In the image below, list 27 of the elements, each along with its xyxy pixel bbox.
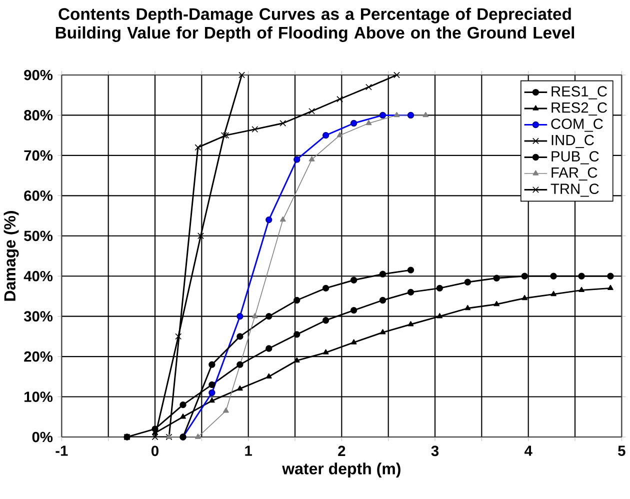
x-tick-label: 4 [524,446,532,456]
legend-label: FAR_C [552,167,598,181]
x-tick-label: 1 [245,446,252,456]
legend-label: TRN_C [550,184,599,197]
chart-title: Contents Depth-Damage Curves as a Percentage of Depreciated Building Value for Depth of Flooding Above on the Ground Level [56,8,574,42]
x-tick-label: 3 [431,446,439,456]
y-tick-label: 50% [24,230,53,242]
y-tick-label: 30% [24,311,53,322]
y-tick-label: 10% [24,392,53,402]
y-tick-label: 0% [32,432,53,442]
x-tick-label: 5 [618,446,626,456]
y-tick-label: 70% [24,150,53,161]
legend-label: IND_C [552,134,594,148]
x-tick-label: 0 [152,446,158,456]
y-tick-label: 90% [24,70,53,80]
y-tick-label: 40% [24,270,53,282]
y-tick-label: 80% [24,110,53,120]
legend-label: COM_C [551,118,603,132]
legend-label: RES1_C [552,86,607,100]
legend-label: PUB_C [552,151,599,164]
y-tick-label: 60% [24,190,53,201]
x-tick-label: -1 [56,446,68,456]
x-tick-label: 2 [338,446,346,456]
legend-label: RES2_C [552,102,607,116]
y-axis-title: Damage (%) [4,211,19,301]
y-tick-label: 20% [24,351,53,362]
x-axis-title: water depth (m) [282,462,400,478]
